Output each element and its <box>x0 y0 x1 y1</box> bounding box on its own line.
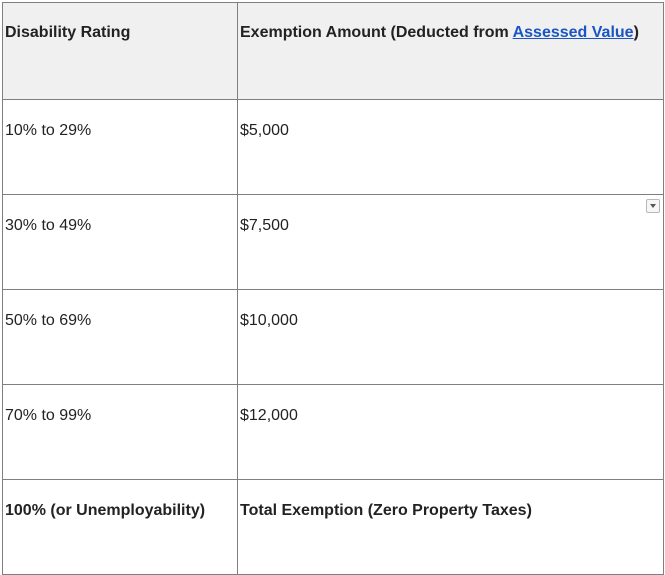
rating-cell: 10% to 29% <box>2 99 238 195</box>
header-disability-rating: Disability Rating <box>2 2 238 100</box>
amount-cell: $12,000 <box>237 384 664 480</box>
table-row: 30% to 49% $7,500 <box>2 194 664 290</box>
table-row: 70% to 99% $12,000 <box>2 384 664 480</box>
table-row: 50% to 69% $10,000 <box>2 289 664 385</box>
header-exemption-amount: Exemption Amount (Deducted from Assessed… <box>237 2 664 100</box>
header-disability-rating-label: Disability Rating <box>5 24 131 41</box>
rating-cell: 100% (or Unemployability) <box>2 479 238 575</box>
header-exemption-amount-prefix: Exemption Amount (Deducted from <box>240 24 513 41</box>
chevron-down-icon[interactable] <box>646 199 660 213</box>
table-row: 10% to 29% $5,000 <box>2 99 664 195</box>
amount-cell: Total Exemption (Zero Property Taxes) <box>237 479 664 575</box>
amount-cell: $7,500 <box>237 194 664 290</box>
header-exemption-amount-suffix: ) <box>633 24 639 41</box>
table-row: 100% (or Unemployability) Total Exemptio… <box>2 479 664 575</box>
rating-cell: 30% to 49% <box>2 194 238 290</box>
amount-cell: $10,000 <box>237 289 664 385</box>
rating-cell: 50% to 69% <box>2 289 238 385</box>
assessed-value-link[interactable]: Assessed Value <box>512 24 634 41</box>
rating-cell: 70% to 99% <box>2 384 238 480</box>
amount-cell: $5,000 <box>237 99 664 195</box>
amount-value: $7,500 <box>240 217 289 234</box>
table-header-row: Disability Rating Exemption Amount (Dedu… <box>2 2 664 100</box>
